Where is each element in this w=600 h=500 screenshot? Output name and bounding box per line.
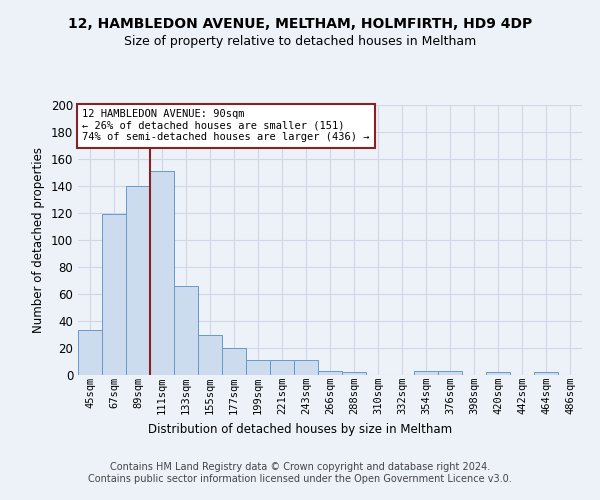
Text: Distribution of detached houses by size in Meltham: Distribution of detached houses by size …	[148, 422, 452, 436]
Bar	[102, 214, 126, 375]
Bar	[342, 372, 366, 375]
Bar	[78, 330, 102, 375]
Bar	[438, 371, 462, 375]
Bar	[126, 186, 150, 375]
Bar	[174, 286, 198, 375]
Bar	[318, 371, 342, 375]
Bar	[150, 171, 174, 375]
Bar	[534, 372, 558, 375]
Text: Contains HM Land Registry data © Crown copyright and database right 2024.
Contai: Contains HM Land Registry data © Crown c…	[88, 462, 512, 484]
Y-axis label: Number of detached properties: Number of detached properties	[32, 147, 45, 333]
Text: Size of property relative to detached houses in Meltham: Size of property relative to detached ho…	[124, 35, 476, 48]
Bar	[294, 360, 318, 375]
Bar	[270, 360, 294, 375]
Bar	[222, 348, 246, 375]
Bar	[198, 334, 222, 375]
Text: 12 HAMBLEDON AVENUE: 90sqm
← 26% of detached houses are smaller (151)
74% of sem: 12 HAMBLEDON AVENUE: 90sqm ← 26% of deta…	[82, 109, 370, 142]
Bar	[414, 371, 438, 375]
Bar	[246, 360, 270, 375]
Bar	[486, 372, 510, 375]
Text: 12, HAMBLEDON AVENUE, MELTHAM, HOLMFIRTH, HD9 4DP: 12, HAMBLEDON AVENUE, MELTHAM, HOLMFIRTH…	[68, 18, 532, 32]
